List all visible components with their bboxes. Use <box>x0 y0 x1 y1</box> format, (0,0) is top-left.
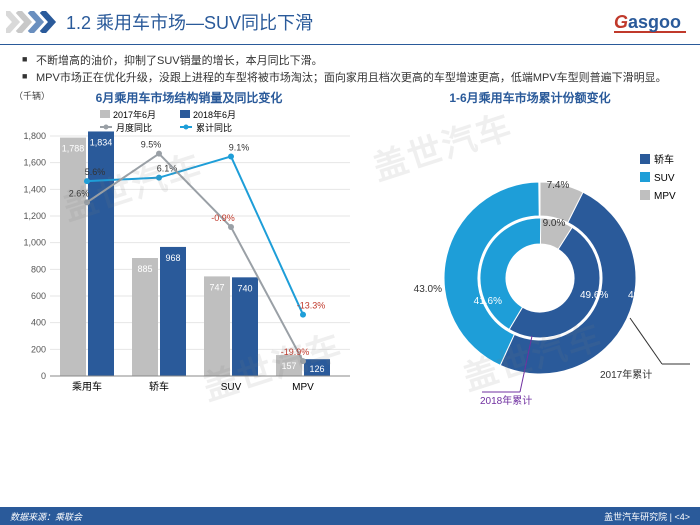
svg-text:1,800: 1,800 <box>23 131 46 141</box>
svg-text:1,834: 1,834 <box>90 138 113 148</box>
svg-text:乘用车: 乘用车 <box>72 380 102 393</box>
svg-text:累计同比: 累计同比 <box>196 122 232 133</box>
bullet-item: 不断增高的油价，抑制了SUV销量的增长，本月同比下滑。 <box>22 53 678 70</box>
svg-text:49.6%: 49.6% <box>580 290 608 301</box>
svg-text:1,400: 1,400 <box>23 184 46 194</box>
svg-text:1,788: 1,788 <box>62 144 85 154</box>
svg-text:2017年6月: 2017年6月 <box>113 109 156 120</box>
svg-text:5.6%: 5.6% <box>85 167 106 177</box>
svg-text:41.6%: 41.6% <box>474 296 502 307</box>
footer-source: 数据来源：乘联会 <box>10 510 82 523</box>
svg-text:2018年累计: 2018年累计 <box>480 394 532 407</box>
svg-text:9.0%: 9.0% <box>543 218 566 229</box>
svg-text:400: 400 <box>31 318 46 328</box>
page-title: 1.2 乘用车市场—SUV同比下滑 <box>66 9 614 35</box>
svg-text:MPV: MPV <box>292 382 314 393</box>
svg-text:800: 800 <box>31 264 46 274</box>
svg-text:43.0%: 43.0% <box>414 284 442 295</box>
svg-text:157: 157 <box>281 361 296 371</box>
svg-text:600: 600 <box>31 291 46 301</box>
donut-title: 1-6月乘用车市场累计份额变化 <box>370 89 690 106</box>
header-divider <box>0 44 700 45</box>
svg-text:MPV: MPV <box>654 191 676 202</box>
svg-text:9.1%: 9.1% <box>229 143 250 153</box>
svg-text:-13.3%: -13.3% <box>297 301 326 311</box>
y-axis-unit: （千辆） <box>14 89 50 102</box>
svg-text:2018年6月: 2018年6月 <box>193 109 236 120</box>
svg-text:200: 200 <box>31 344 46 354</box>
header-chevrons <box>6 11 58 33</box>
bullet-list: 不断增高的油价，抑制了SUV销量的增长，本月同比下滑。 MPV市场正在优化升级，… <box>0 49 700 89</box>
footer: 数据来源：乘联会 盖世汽车研究院 | <4> <box>0 507 700 525</box>
svg-text:740: 740 <box>237 283 252 293</box>
footer-page: 盖世汽车研究院 | <4> <box>604 510 690 523</box>
svg-text:-0.9%: -0.9% <box>211 213 235 223</box>
header: 1.2 乘用车市场—SUV同比下滑 Gasgoo <box>0 0 700 44</box>
bullet-item: MPV市场正在优化升级，没跟上进程的车型将被市场淘汰；面向家用且档次更高的车型增… <box>22 70 678 87</box>
svg-text:49.4%: 49.4% <box>628 290 656 301</box>
svg-text:968: 968 <box>165 253 180 263</box>
svg-text:1,200: 1,200 <box>23 211 46 221</box>
logo: Gasgoo <box>614 12 686 33</box>
bar-chart: 0 200 400 600 800 1,000 1,200 1,400 1,600 1,800 20… <box>8 108 370 408</box>
svg-text:747: 747 <box>209 282 224 292</box>
svg-text:轿车: 轿车 <box>654 153 674 166</box>
svg-text:-19.9%: -19.9% <box>281 347 310 357</box>
svg-text:2017年累计: 2017年累计 <box>600 368 652 381</box>
svg-text:1,600: 1,600 <box>23 158 46 168</box>
bar-chart-panel: （千辆） 6月乘用车市场结构销量及同比变化 0 200 400 600 800 1,000… <box>8 89 370 413</box>
bar-chart-title: 6月乘用车市场结构销量及同比变化 <box>8 89 370 106</box>
svg-text:SUV: SUV <box>221 382 242 393</box>
svg-text:0: 0 <box>41 371 46 381</box>
donut-chart: 7.4% 9.0% 49.4% 49.6% 43.0% 41.6% 2017年累计 2018年… <box>370 108 690 408</box>
svg-text:月度同比: 月度同比 <box>116 122 152 133</box>
svg-text:885: 885 <box>137 264 152 274</box>
donut-panel: 1-6月乘用车市场累计份额变化 7.4% 9.0% 49.4% 49.6% 43.0% 4… <box>370 89 690 413</box>
svg-text:7.4%: 7.4% <box>547 180 570 191</box>
svg-text:SUV: SUV <box>654 173 675 184</box>
svg-text:9.5%: 9.5% <box>141 140 162 150</box>
svg-text:126: 126 <box>309 364 324 374</box>
svg-text:1,000: 1,000 <box>23 238 46 248</box>
svg-text:轿车: 轿车 <box>149 380 169 393</box>
svg-text:2.6%: 2.6% <box>69 188 90 198</box>
